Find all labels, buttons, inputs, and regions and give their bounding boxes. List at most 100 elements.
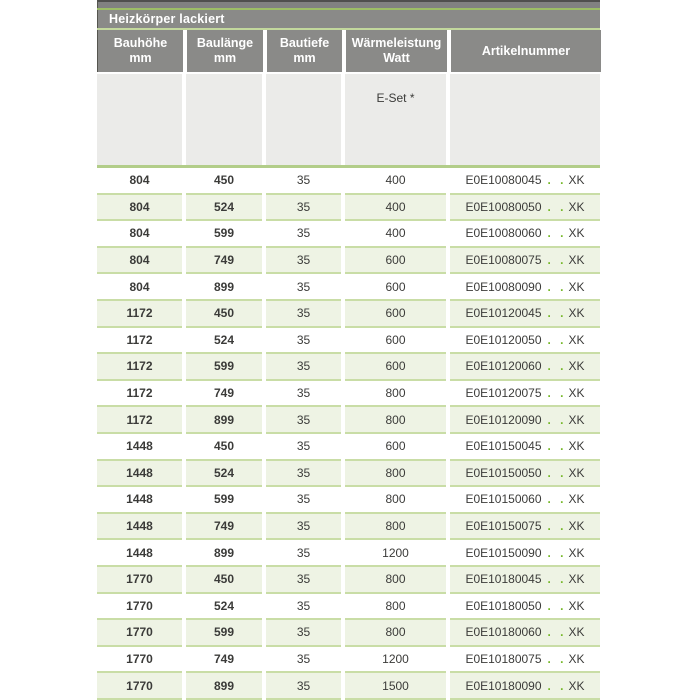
cell-bautiefe: 35 [266,168,341,195]
cell-bauhoehe: 804 [97,247,182,275]
cell-watt: 600 [345,247,446,275]
artikel-dots: . . [547,279,567,294]
cell-artikelnummer: E0E10150075 . . XK [450,513,600,541]
artikel-code: E0E10120050 [465,332,542,347]
cell-bauhoehe: 1172 [97,300,182,328]
artikel-code: E0E10150090 [465,545,542,560]
cell-baulaenge: 899 [186,673,262,700]
header-line2: mm [293,51,316,65]
subheader-cell-bautiefe [266,74,341,165]
table-row: 1448 599 35 800 E0E10150060 . . XK [97,487,600,514]
header-gap [97,72,600,74]
cell-bauhoehe: 804 [97,194,182,222]
cell-artikelnummer: E0E10180075 . . XK [450,646,600,674]
cell-artikelnummer: E0E10180050 . . XK [450,593,600,621]
cell-baulaenge: 450 [186,300,262,328]
table-row: 1770 599 35 800 E0E10180060 . . XK [97,620,600,647]
cell-baulaenge: 450 [186,168,262,195]
cell-bauhoehe: 1770 [97,566,182,594]
artikel-dots: . . [547,173,567,188]
column-header-waermeleistung: Wärmeleistung Watt [346,30,447,72]
cell-bauhoehe: 804 [97,168,182,195]
artikel-suffix: XK [568,572,585,587]
cell-artikelnummer: E0E10080050 . . XK [450,194,600,222]
cell-artikelnummer: E0E10180060 . . XK [450,620,600,647]
header-line1: Baulänge [196,36,254,50]
cell-artikelnummer: E0E10150050 . . XK [450,460,600,488]
column-header-row: Bauhöhe mm Baulänge mm Bautiefe mm Wärme… [97,30,601,72]
artikel-code: E0E10080050 [465,199,542,214]
table-row: 1172 524 35 600 E0E10120050 . . XK [97,327,600,355]
cell-bautiefe: 35 [266,487,341,514]
artikel-code: E0E10150060 [465,492,542,507]
artikel-suffix: XK [568,359,585,374]
cell-baulaenge: 599 [186,620,262,647]
cell-artikelnummer: E0E10080060 . . XK [450,221,600,248]
cell-bauhoehe: 1448 [97,540,182,567]
artikel-suffix: XK [568,226,585,241]
cell-watt: 400 [345,168,446,195]
cell-bauhoehe: 804 [97,221,182,248]
artikel-dots: . . [547,439,567,454]
table-row: 804 524 35 400 E0E10080050 . . XK [97,194,600,222]
cell-watt: 800 [345,487,446,514]
table-title: Heizkörper lackiert [109,12,225,26]
artikel-code: E0E10150045 [465,439,542,454]
table-row: 1172 749 35 800 E0E10120075 . . XK [97,380,600,408]
artikel-suffix: XK [568,279,585,294]
artikel-dots: . . [547,678,567,693]
cell-artikelnummer: E0E10150045 . . XK [450,433,600,461]
cell-watt: 800 [345,620,446,647]
artikel-code: E0E10080075 [465,253,542,268]
cell-bautiefe: 35 [266,646,341,674]
artikel-code: E0E10120090 [465,412,542,427]
artikel-suffix: XK [568,306,585,321]
column-header-baulaenge: Baulänge mm [187,30,263,72]
artikel-suffix: XK [568,412,585,427]
artikel-suffix: XK [568,492,585,507]
cell-artikelnummer: E0E10120050 . . XK [450,327,600,355]
table-row: 804 749 35 600 E0E10080075 . . XK [97,247,600,275]
cell-watt: 400 [345,221,446,248]
cell-watt: 400 [345,194,446,222]
cell-bauhoehe: 1448 [97,487,182,514]
cell-bautiefe: 35 [266,194,341,222]
table-row: 804 899 35 600 E0E10080090 . . XK [97,274,600,301]
artikel-code: E0E10120045 [465,306,542,321]
header-line2: mm [213,51,237,65]
cell-watt: 1200 [345,540,446,567]
column-header-bautiefe: Bautiefe mm [267,30,342,72]
cell-artikelnummer: E0E10080090 . . XK [450,274,600,301]
cell-bauhoehe: 1172 [97,380,182,408]
artikel-code: E0E10120075 [465,386,542,401]
cell-baulaenge: 524 [186,460,262,488]
cell-watt: 600 [345,274,446,301]
cell-artikelnummer: E0E10120090 . . XK [450,407,600,434]
artikel-suffix: XK [568,173,585,188]
subheader-cell-baulaenge [186,74,262,165]
cell-bauhoehe: 1448 [97,433,182,461]
artikel-dots: . . [547,651,567,666]
cell-bautiefe: 35 [266,433,341,461]
artikel-code: E0E10080060 [465,226,542,241]
cell-bauhoehe: 1448 [97,460,182,488]
header-line2: Watt [383,51,410,65]
cell-bauhoehe: 1770 [97,673,182,700]
header-line1: Wärmeleistung [351,36,442,50]
cell-bauhoehe: 1448 [97,513,182,541]
cell-artikelnummer: E0E10120075 . . XK [450,380,600,408]
cell-watt: 800 [345,513,446,541]
cell-artikelnummer: E0E10080045 . . XK [450,168,600,195]
cell-artikelnummer: E0E10150090 . . XK [450,540,600,567]
cell-bautiefe: 35 [266,247,341,275]
cell-watt: 800 [345,407,446,434]
table-title-bar: Heizkörper lackiert [97,10,600,28]
cell-bautiefe: 35 [266,513,341,541]
cell-bautiefe: 35 [266,407,341,434]
subheader-cell-eset: E-Set * [345,74,446,165]
artikel-code: E0E10080090 [465,279,542,294]
cell-baulaenge: 599 [186,221,262,248]
artikel-suffix: XK [568,678,585,693]
cell-watt: 800 [345,593,446,621]
header-line1: Bauhöhe [113,36,168,50]
